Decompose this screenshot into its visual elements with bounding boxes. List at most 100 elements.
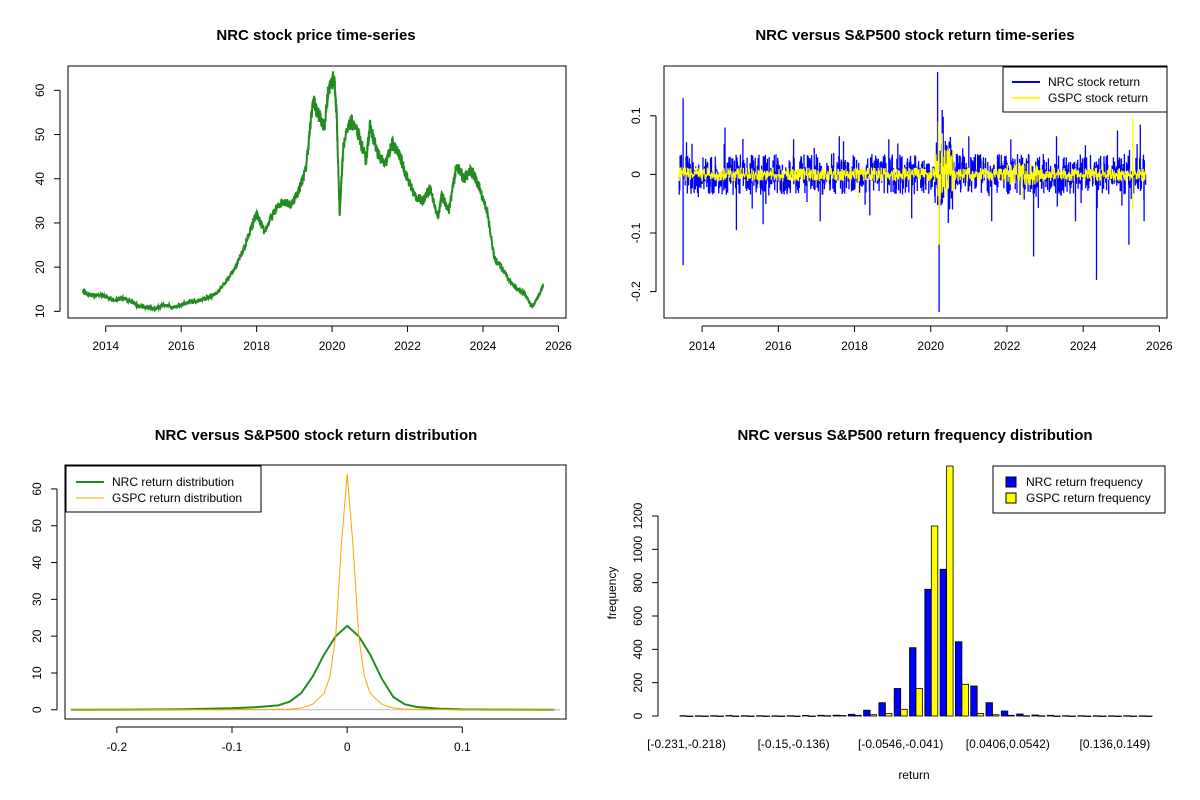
price-chart-title: NRC stock price time-series bbox=[216, 27, 415, 44]
nrc-frequency-bar bbox=[832, 714, 840, 717]
gspc-frequency-bar bbox=[762, 715, 770, 717]
frequency-bars-group bbox=[679, 465, 1153, 717]
price-y-tick-label: 10 bbox=[33, 304, 47, 318]
price-x-tick-label: 2014 bbox=[92, 339, 119, 353]
return-series-group bbox=[678, 71, 1147, 313]
frequency-legend: NRC return frequency GSPC return frequen… bbox=[992, 465, 1166, 514]
frequency-y-tick-label: 0 bbox=[631, 712, 645, 719]
price-timeseries-panel: NRC stock price time-series 2014 2016 2018… bbox=[33, 27, 572, 353]
frequency-y-tick-label: 600 bbox=[631, 606, 645, 626]
frequency-y-tick-label: 400 bbox=[631, 639, 645, 659]
price-x-tick-label: 2024 bbox=[470, 339, 497, 353]
distribution-legend-box bbox=[65, 465, 262, 513]
return-x-tick-label: 2020 bbox=[917, 339, 944, 353]
nrc-frequency-bar bbox=[740, 715, 749, 717]
price-y-tick-label: 30 bbox=[33, 216, 47, 230]
return-y-tick-label: -0.1 bbox=[629, 222, 643, 243]
gspc-frequency-legend-label: GSPC return frequency bbox=[1026, 491, 1151, 505]
frequency-y-tick-label: 1000 bbox=[631, 536, 645, 563]
gspc-frequency-legend-swatch bbox=[1005, 492, 1017, 504]
nrc-frequency-bar bbox=[756, 715, 764, 717]
frequency-legend-box bbox=[992, 465, 1166, 514]
gspc-frequency-bar bbox=[1145, 715, 1153, 717]
nrc-distribution-legend-label: NRC return distribution bbox=[112, 475, 234, 489]
nrc-frequency-bar bbox=[847, 713, 856, 717]
distribution-axes-group: -0.2 -0.1 0 0.1 0 10 20 30 40 50 60 bbox=[30, 482, 471, 754]
gspc-frequency-bar bbox=[732, 715, 740, 717]
return-x-tick-label: 2018 bbox=[841, 339, 868, 353]
distribution-y-tick-label: 50 bbox=[30, 519, 44, 533]
return-legend: NRC stock return GSPC stock return bbox=[1002, 66, 1168, 113]
price-x-tick-label: 2020 bbox=[319, 339, 346, 353]
nrc-frequency-bar bbox=[802, 715, 810, 717]
nrc-frequency-bar bbox=[679, 715, 687, 717]
nrc-return-legend-label: NRC stock return bbox=[1048, 75, 1140, 89]
gspc-frequency-bar bbox=[961, 683, 969, 717]
nrc-frequency-legend-label: NRC return frequency bbox=[1026, 475, 1143, 489]
gspc-distribution-legend-label: GSPC return distribution bbox=[112, 491, 242, 505]
distribution-y-tick-label: 60 bbox=[30, 482, 44, 496]
nrc-frequency-bar bbox=[786, 715, 794, 717]
nrc-frequency-bar bbox=[1077, 715, 1085, 717]
nrc-frequency-bar bbox=[1000, 710, 1009, 717]
nrc-frequency-bar bbox=[1092, 715, 1100, 717]
nrc-frequency-bar bbox=[1138, 715, 1146, 717]
return-x-tick-label: 2024 bbox=[1070, 339, 1097, 353]
nrc-frequency-legend-swatch bbox=[1005, 476, 1017, 488]
price-x-tick-label: 2022 bbox=[394, 339, 421, 353]
gspc-frequency-bar bbox=[701, 715, 709, 717]
gspc-frequency-bar bbox=[1007, 714, 1015, 717]
nrc-frequency-bar bbox=[1046, 714, 1055, 717]
nrc-frequency-bar bbox=[725, 715, 733, 717]
frequency-x-axis-label: return bbox=[898, 768, 929, 782]
gspc-frequency-bar bbox=[1022, 715, 1030, 717]
nrc-frequency-bar bbox=[893, 688, 902, 717]
nrc-frequency-bar bbox=[1031, 714, 1039, 717]
return-legend-box bbox=[1002, 66, 1168, 113]
price-x-tick-label: 2018 bbox=[243, 339, 270, 353]
price-y-tick-label: 40 bbox=[33, 172, 47, 186]
gspc-frequency-bar bbox=[808, 715, 816, 717]
return-axes-group: 2014 2016 2018 2020 2022 2024 2026 -0.2 -0.1 0 0.1 bbox=[629, 107, 1173, 353]
distribution-y-tick-label: 0 bbox=[30, 706, 44, 713]
gspc-frequency-bar bbox=[1038, 715, 1046, 717]
distribution-y-tick-label: 40 bbox=[30, 556, 44, 570]
price-y-tick-label: 20 bbox=[33, 260, 47, 274]
distribution-x-tick-label: -0.2 bbox=[106, 740, 127, 754]
nrc-frequency-bar bbox=[771, 715, 779, 717]
gspc-frequency-bar bbox=[900, 708, 908, 717]
price-y-tick-label: 50 bbox=[33, 128, 47, 142]
distribution-y-tick-label: 30 bbox=[30, 592, 44, 606]
nrc-price-line bbox=[82, 71, 545, 313]
gspc-frequency-bar bbox=[885, 713, 893, 717]
frequency-y-axis-label: frequency bbox=[605, 567, 619, 620]
return-chart-title: NRC versus S&P500 stock return time-seri… bbox=[755, 27, 1074, 44]
frequency-category-label: [-0.0546,-0.041) bbox=[858, 737, 943, 751]
nrc-frequency-bar bbox=[909, 647, 917, 717]
gspc-frequency-bar bbox=[1068, 715, 1076, 717]
distribution-y-tick-label: 20 bbox=[30, 629, 44, 643]
frequency-category-label: [0.136,0.149) bbox=[1080, 737, 1151, 751]
return-distribution-panel: NRC versus S&P500 stock return distribut… bbox=[30, 427, 567, 754]
gspc-frequency-bar bbox=[976, 713, 985, 717]
gspc-frequency-bar bbox=[686, 715, 694, 717]
nrc-frequency-bar bbox=[1108, 715, 1116, 717]
price-series-group bbox=[82, 71, 545, 313]
gspc-frequency-bar bbox=[992, 714, 1000, 717]
nrc-frequency-bar bbox=[924, 588, 932, 717]
gspc-frequency-bar bbox=[946, 465, 954, 717]
gspc-frequency-bar bbox=[1129, 715, 1138, 717]
nrc-frequency-bar bbox=[1016, 713, 1024, 717]
return-plot-frame bbox=[663, 65, 1168, 319]
distribution-chart-title: NRC versus S&P500 stock return distribut… bbox=[155, 427, 478, 444]
gspc-return-series bbox=[678, 118, 1147, 245]
gspc-frequency-bar bbox=[854, 714, 862, 717]
gspc-frequency-bar bbox=[747, 715, 755, 717]
distribution-x-tick-label: -0.1 bbox=[222, 740, 243, 754]
return-x-tick-label: 2022 bbox=[994, 339, 1021, 353]
gspc-frequency-bar bbox=[716, 715, 724, 717]
frequency-histogram-panel: NRC versus S&P500 return frequency distr… bbox=[605, 427, 1166, 782]
nrc-density-line bbox=[70, 624, 555, 711]
